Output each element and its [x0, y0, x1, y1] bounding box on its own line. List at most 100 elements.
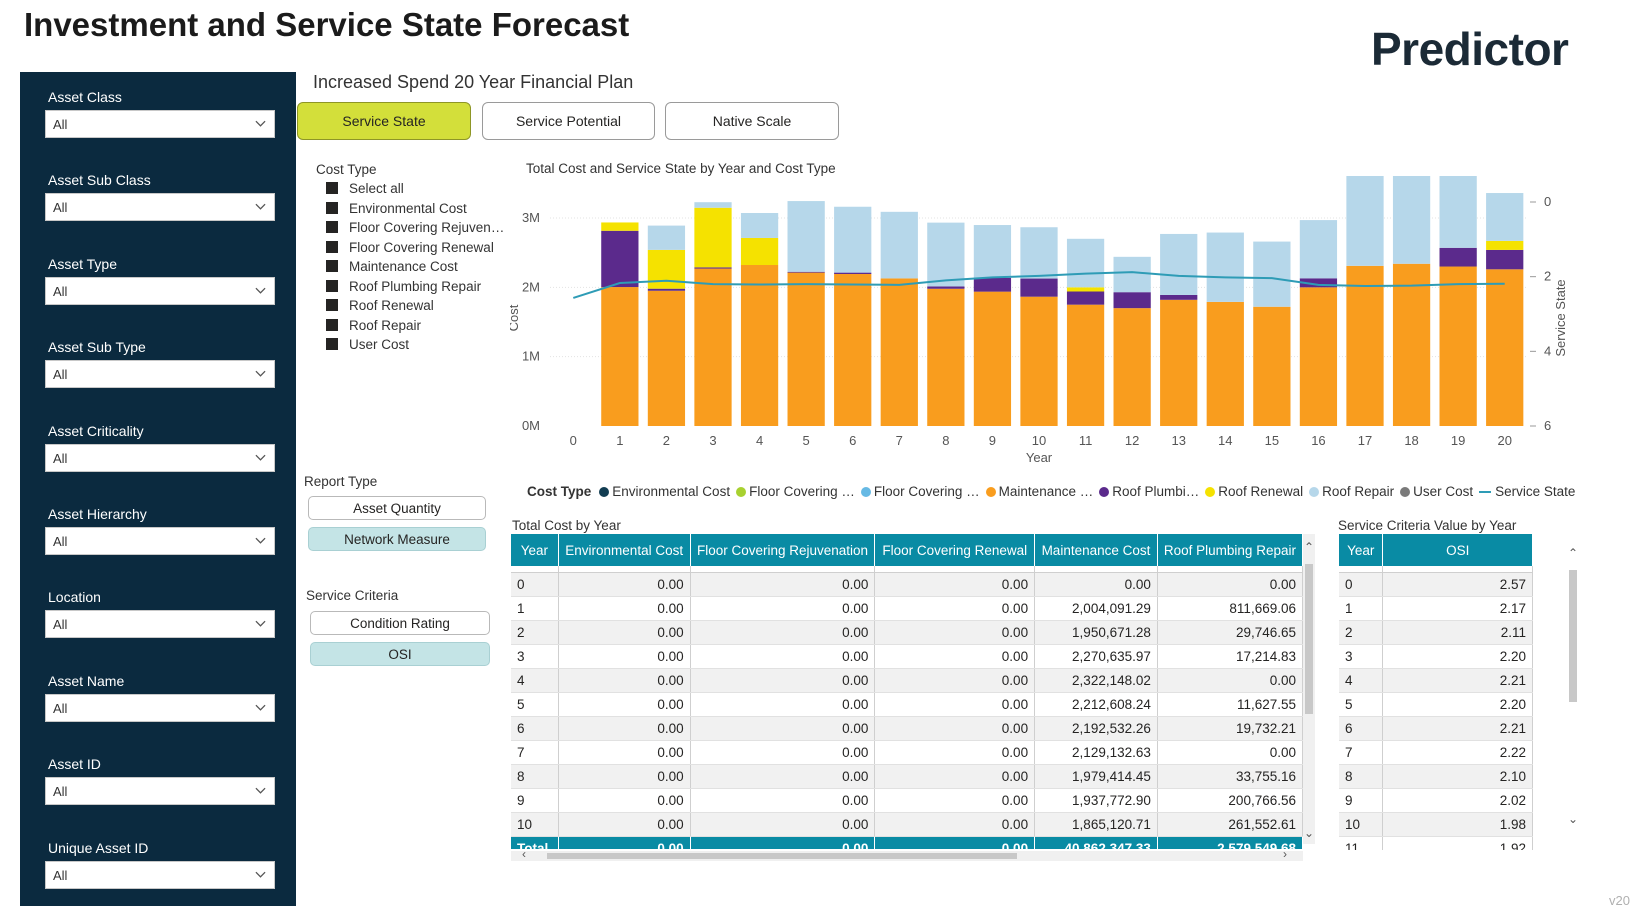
table-cell: 0.00 — [874, 788, 1036, 813]
table-cell: 2,192,532.26 — [1034, 716, 1158, 741]
criteria-osi[interactable]: OSI — [310, 642, 490, 666]
scroll-up-icon[interactable]: ⌃ — [1304, 540, 1315, 554]
table-cell: 2.57 — [1382, 572, 1533, 597]
cost-table-scrollbar[interactable] — [1303, 534, 1315, 844]
scroll-left-icon[interactable]: ‹ — [522, 847, 526, 861]
scroll-right-icon[interactable]: › — [1283, 847, 1287, 861]
tab-service-potential[interactable]: Service Potential — [482, 102, 655, 140]
slicer-dropdown-asset-sub-type[interactable]: All — [45, 360, 275, 389]
table-row[interactable]: 3 2.20 — [1339, 644, 1533, 669]
checkbox-icon — [326, 318, 338, 331]
table-row[interactable]: 10 0.00 0.00 0.00 1,865,120.71 261,552.61 — [511, 812, 1303, 837]
cost-type-item[interactable]: User Cost — [326, 337, 409, 352]
table-cell: 0.00 — [690, 740, 876, 765]
table-cell: 2.11 — [1382, 620, 1533, 645]
bar-segment — [1066, 287, 1105, 292]
bar-segment — [927, 222, 965, 287]
report-type-network-measure[interactable]: Network Measure — [308, 527, 486, 551]
cost-type-item[interactable]: Roof Plumbing Repair — [326, 279, 481, 294]
criteria-condition-rating[interactable]: Condition Rating — [310, 611, 490, 635]
table-cell: 2 — [511, 620, 559, 645]
bar-segment — [647, 290, 686, 426]
table-cell: 0.00 — [690, 668, 876, 693]
column-header[interactable]: Year — [511, 534, 559, 566]
legend-item[interactable]: Floor Covering … — [736, 484, 855, 499]
cost-type-label: Maintenance Cost — [349, 259, 458, 274]
table-row[interactable]: 8 2.10 — [1339, 764, 1533, 789]
table-row[interactable]: 0 0.00 0.00 0.00 0.00 0.00 — [511, 572, 1303, 597]
table-row[interactable]: 4 0.00 0.00 0.00 2,322,148.02 0.00 — [511, 668, 1303, 693]
version-label: v20 — [1609, 893, 1630, 908]
cost-type-item[interactable]: Select all — [326, 181, 404, 196]
cost-type-item[interactable]: Roof Renewal — [326, 298, 434, 313]
column-header[interactable]: Floor Covering Rejuvenation — [690, 534, 876, 566]
report-type-asset-quantity[interactable]: Asset Quantity — [308, 496, 486, 520]
table-row[interactable]: 8 0.00 0.00 0.00 1,979,414.45 33,755.16 — [511, 764, 1303, 789]
table-row[interactable]: 5 0.00 0.00 0.00 2,212,608.24 11,627.55 — [511, 692, 1303, 717]
x-tick-label: 19 — [1451, 433, 1465, 448]
bar-segment — [880, 211, 918, 279]
slicer-dropdown-asset-type[interactable]: All — [45, 276, 275, 305]
cost-type-item[interactable]: Floor Covering Rejuven… — [326, 220, 504, 235]
legend-label: Environmental Cost — [612, 484, 731, 499]
osi-scroll-down-icon[interactable]: ⌄ — [1568, 812, 1579, 826]
column-header[interactable]: Environmental Cost — [558, 534, 691, 566]
table-row[interactable]: 9 0.00 0.00 0.00 1,937,772.90 200,766.56 — [511, 788, 1303, 813]
table-row[interactable]: 2 0.00 0.00 0.00 1,950,671.28 29,746.65 — [511, 620, 1303, 645]
tab-service-state[interactable]: Service State — [297, 102, 471, 140]
column-header[interactable]: Maintenance Cost — [1034, 534, 1158, 566]
legend-item[interactable]: Roof Repair — [1309, 484, 1394, 499]
slicer-dropdown-asset-sub-class[interactable]: All — [45, 193, 275, 222]
legend-item[interactable]: Service State — [1479, 484, 1575, 499]
table-cell: 8 — [511, 764, 559, 789]
cost-type-item[interactable]: Maintenance Cost — [326, 259, 458, 274]
legend-item[interactable]: Roof Renewal — [1205, 484, 1303, 499]
slicer-dropdown-asset-class[interactable]: All — [45, 110, 275, 138]
legend-item[interactable]: Environmental Cost — [599, 484, 730, 499]
cost-type-item[interactable]: Environmental Cost — [326, 201, 467, 216]
y2-tick-label: 0 — [1544, 194, 1551, 209]
osi-scroll-up-icon[interactable]: ⌃ — [1568, 546, 1579, 560]
bar-segment — [927, 286, 965, 289]
cost-type-label: Select all — [349, 181, 404, 196]
table-row[interactable]: 7 0.00 0.00 0.00 2,129,132.63 0.00 — [511, 740, 1303, 765]
slicer-dropdown-asset-hierarchy[interactable]: All — [45, 527, 275, 555]
chevron-down-icon — [255, 120, 266, 127]
legend-item[interactable]: Floor Covering … — [860, 484, 980, 499]
legend-item[interactable]: Roof Plumbi… — [1099, 484, 1199, 499]
scroll-down-icon[interactable]: ⌄ — [1304, 826, 1315, 840]
table-row[interactable]: 3 0.00 0.00 0.00 2,270,635.97 17,214.83 — [511, 644, 1303, 669]
table-row[interactable]: 4 2.21 — [1339, 668, 1533, 693]
table-row[interactable]: 6 2.21 — [1339, 716, 1533, 741]
table-row[interactable]: 5 2.20 — [1339, 692, 1533, 717]
cost-type-item[interactable]: Roof Repair — [326, 318, 421, 333]
slicer-dropdown-asset-id[interactable]: All — [45, 777, 275, 806]
table-row[interactable]: 11 1.92 — [1339, 836, 1533, 850]
header-separator — [1339, 566, 1533, 573]
table-row[interactable]: 0 2.57 — [1339, 572, 1533, 597]
table-row[interactable]: 10 1.98 — [1339, 812, 1533, 837]
legend-item[interactable]: User Cost — [1400, 484, 1473, 499]
table-cell: 0.00 — [558, 716, 691, 741]
table-row[interactable]: 6 0.00 0.00 0.00 2,192,532.26 19,732.21 — [511, 716, 1303, 741]
column-header[interactable]: OSI — [1382, 534, 1533, 566]
cost-type-item[interactable]: Floor Covering Renewal — [326, 240, 494, 255]
slicer-dropdown-location[interactable]: All — [45, 610, 275, 639]
table-row[interactable]: 2 2.11 — [1339, 620, 1533, 645]
table-cell: 29,746.65 — [1157, 620, 1303, 645]
legend-item[interactable]: Maintenance … — [985, 484, 1094, 499]
legend-label: Maintenance … — [998, 484, 1094, 499]
tab-native-scale[interactable]: Native Scale — [665, 102, 839, 140]
table-row[interactable]: 9 2.02 — [1339, 788, 1533, 813]
slicer-dropdown-unique-asset-id[interactable]: All — [45, 860, 275, 889]
slicer-dropdown-asset-name[interactable]: All — [45, 693, 275, 722]
cost-table-hscrollbar[interactable] — [511, 851, 1303, 861]
table-row[interactable]: 1 0.00 0.00 0.00 2,004,091.29 811,669.06 — [511, 596, 1303, 621]
table-row[interactable]: 7 2.22 — [1339, 740, 1533, 765]
column-header[interactable]: Year — [1339, 534, 1384, 566]
column-header[interactable]: Floor Covering Renewal — [874, 534, 1036, 566]
osi-table-scrollbar[interactable] — [1567, 540, 1579, 830]
table-row[interactable]: 1 2.17 — [1339, 596, 1533, 621]
column-header[interactable]: Roof Plumbing Repair — [1157, 534, 1303, 566]
slicer-dropdown-asset-criticality[interactable]: All — [45, 443, 275, 472]
